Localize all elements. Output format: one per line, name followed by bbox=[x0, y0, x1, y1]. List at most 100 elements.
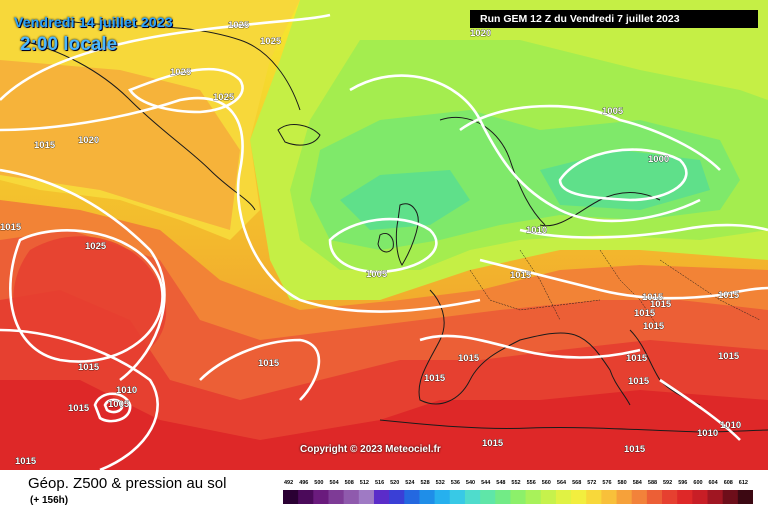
color-scale-swatch bbox=[328, 490, 345, 504]
coast-iberia bbox=[418, 289, 471, 405]
isobar-label: 1015 bbox=[258, 358, 280, 369]
border-line-2 bbox=[519, 249, 561, 321]
legend-title: Géop. Z500 & pression au sol bbox=[28, 475, 227, 492]
isobar-1015-mid bbox=[199, 338, 321, 401]
isobar-label: 1015 bbox=[718, 290, 740, 301]
color-scale-label: 508 bbox=[344, 480, 354, 486]
border-line-1 bbox=[469, 269, 601, 311]
color-scale-label: 556 bbox=[526, 480, 536, 486]
isobar-label: 1015 bbox=[626, 353, 648, 364]
isobar-1025-north bbox=[0, 13, 331, 101]
isobar-1015-med bbox=[419, 334, 641, 359]
isobar-label: 1015 bbox=[482, 438, 504, 449]
isobar-label: 1005 bbox=[602, 106, 624, 117]
isobar-labels: 1025 1025 1025 1025 1020 1015 1020 1015 … bbox=[0, 20, 741, 468]
color-scale-label: 580 bbox=[617, 480, 627, 486]
isobar-1015-west bbox=[0, 168, 166, 382]
coast-greenland-north bbox=[59, 19, 301, 111]
color-scale-swatch bbox=[373, 490, 390, 504]
legend-lead-time: (+ 156h) bbox=[30, 495, 69, 506]
color-scale-label: 596 bbox=[678, 480, 688, 486]
color-scale-swatch bbox=[464, 490, 481, 504]
isobar-label: 1015 bbox=[624, 444, 646, 455]
color-scale-label: 584 bbox=[632, 480, 642, 486]
isobar-label: 1015 bbox=[634, 308, 656, 319]
color-scale-swatch bbox=[707, 490, 724, 504]
color-scale-swatch bbox=[555, 490, 572, 504]
isobar-label: 1015 bbox=[68, 403, 90, 414]
color-scale-label: 572 bbox=[587, 480, 597, 486]
color-scale-swatch bbox=[449, 490, 466, 504]
color-scale-label: 568 bbox=[572, 480, 582, 486]
color-scale-label: 500 bbox=[314, 480, 324, 486]
isobar-label: 1015 bbox=[78, 362, 100, 373]
color-scale-label: 552 bbox=[511, 480, 521, 486]
color-scale-swatch bbox=[480, 490, 496, 504]
color-scale-swatch bbox=[677, 490, 693, 504]
local-time-label: 2:00 locale bbox=[20, 34, 118, 55]
isobar-label: 1015 bbox=[458, 353, 480, 364]
isobar-1005-atlantic bbox=[328, 217, 438, 274]
color-scale-label: 524 bbox=[405, 480, 415, 486]
weather-map: 1025 1025 1025 1025 1020 1015 1020 1015 … bbox=[0, 0, 768, 470]
color-scale-labels: 492 496 500 504 508 512 516 520 524 528 532 536 540 5… bbox=[283, 480, 753, 490]
color-scale-label: 576 bbox=[602, 480, 612, 486]
color-scale-swatch bbox=[601, 490, 618, 504]
color-scale-label: 540 bbox=[465, 480, 476, 486]
color-scale-swatch bbox=[586, 490, 602, 504]
color-scale-label: 548 bbox=[496, 480, 506, 486]
isobar-1005-north bbox=[459, 104, 721, 171]
border-line-4 bbox=[659, 259, 761, 321]
isobar-1020-west bbox=[0, 96, 481, 313]
border-line-3 bbox=[599, 249, 661, 331]
coast-baltic bbox=[539, 192, 661, 227]
isobar-1005-low bbox=[103, 398, 124, 414]
z500-band-596 bbox=[0, 380, 768, 470]
isobar-1025-high bbox=[9, 229, 164, 363]
isobar-1020-south bbox=[0, 328, 159, 470]
color-scale-label: 532 bbox=[435, 480, 445, 486]
color-scale-label: 504 bbox=[329, 480, 339, 486]
color-scale-swatch bbox=[404, 490, 420, 504]
color-scale-swatch bbox=[298, 490, 314, 504]
color-scale-label: 592 bbox=[663, 480, 673, 486]
color-scale-swatch bbox=[692, 490, 709, 504]
isobar-label: 1010 bbox=[720, 420, 741, 431]
color-scale-swatch bbox=[343, 490, 360, 504]
color-scale-label: 536 bbox=[450, 480, 460, 486]
isobar-label: 1015 bbox=[424, 373, 446, 384]
coast-britain bbox=[395, 203, 419, 266]
isobar-label: 1010 bbox=[526, 225, 547, 236]
color-scale-label: 528 bbox=[420, 480, 430, 486]
map-canvas: 1025 1025 1025 1025 1020 1015 1020 1015 … bbox=[0, 0, 768, 470]
color-scale-bar bbox=[283, 490, 753, 504]
isobar-label: 1010 bbox=[116, 385, 137, 396]
z500-band-580 bbox=[0, 60, 240, 230]
isobar-1010-central bbox=[519, 223, 768, 239]
isobar-1010-north bbox=[349, 74, 701, 223]
color-scale-swatch bbox=[616, 490, 633, 504]
isobar-label: 1025 bbox=[85, 241, 107, 252]
color-scale-swatch bbox=[631, 490, 648, 504]
isobar-1010-low bbox=[93, 392, 132, 423]
isobar-1000-scandinavia bbox=[558, 148, 688, 202]
color-scale-label: 608 bbox=[723, 480, 733, 486]
isobar-label: 1015 bbox=[34, 140, 56, 151]
coast-ireland bbox=[377, 233, 394, 253]
color-scale-label: 600 bbox=[693, 480, 703, 486]
isobar-label: 1015 bbox=[650, 299, 672, 310]
color-scale-label: 512 bbox=[359, 480, 369, 486]
isobar-label: 1015 bbox=[642, 292, 664, 303]
color-scale-swatch bbox=[571, 490, 587, 504]
color-scale-swatch bbox=[313, 490, 329, 504]
color-scale-label: 560 bbox=[541, 480, 551, 486]
isobar-label: 1020 bbox=[470, 28, 491, 39]
color-scale-swatch bbox=[389, 490, 405, 504]
isobar-1010-east bbox=[659, 378, 741, 441]
isobar-label: 1015 bbox=[0, 222, 22, 233]
isobars bbox=[0, 13, 768, 470]
isobar-label: 1025 bbox=[213, 92, 235, 103]
borders bbox=[469, 249, 761, 331]
color-scale-swatch bbox=[722, 490, 739, 504]
isobar-label: 1025 bbox=[260, 36, 282, 47]
